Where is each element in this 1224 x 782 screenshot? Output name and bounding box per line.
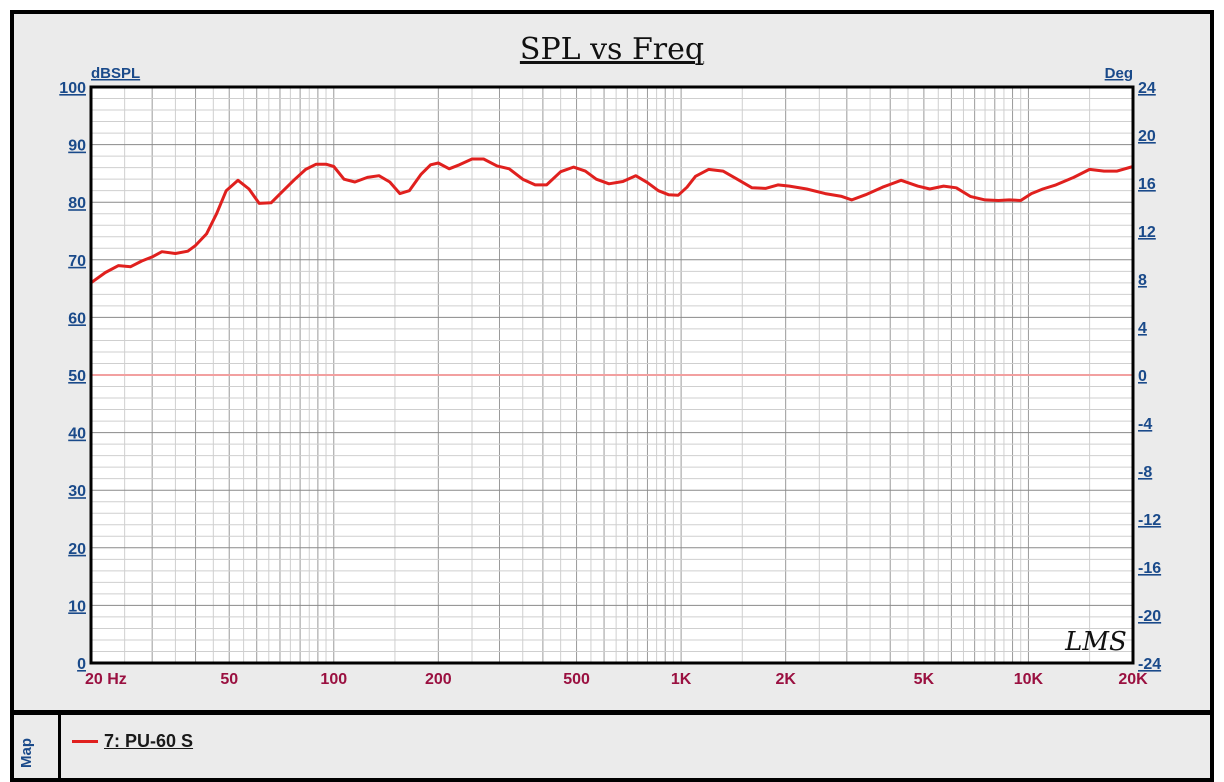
y2-tick-label: 0 [1138,368,1147,385]
legend-item-label[interactable]: 7: PU-60 S [104,731,194,751]
chart-title: SPL vs Freq [520,32,704,67]
y2-tick-label: 20 [1138,128,1156,145]
x-tick-label: 1K [671,671,692,688]
y2-tick-label: -24 [1138,656,1161,673]
panel-divider [10,710,1214,715]
map-tab-label[interactable]: Map [18,738,35,768]
x-tick-label: 5K [914,671,935,688]
y-tick-label: 80 [68,195,86,212]
y-tick-label: 90 [68,138,86,155]
series-line-spl [89,157,1135,285]
series-layer [89,157,1135,376]
y2-tick-label: -20 [1138,608,1161,625]
y2-tick-label: 8 [1138,272,1147,289]
y-tick-label: 0 [77,656,86,673]
x-tick-label: 20 Hz [85,671,127,688]
y2-tick-label: -4 [1138,416,1152,433]
y2-tick-label: 24 [1138,80,1156,97]
y-tick-label: 10 [68,598,86,615]
x-tick-label: 20K [1118,671,1148,688]
x-tick-label: 100 [320,671,347,688]
y2-tick-label: 12 [1138,224,1156,241]
x-tick-label: 500 [563,671,590,688]
y-tick-label: 20 [68,541,86,558]
y2-tick-labels: -24 -20 -16 -12 -8 -4 0 4 8 12 16 20 24 [1138,80,1161,673]
y2-tick-label: 4 [1138,320,1147,337]
plot-border [89,85,1135,665]
x-tick-label: 10K [1014,671,1044,688]
x-tick-labels: 20 Hz 50 100 200 500 1K 2K 5K 10K 20K [85,671,1148,688]
y-tick-labels: 0 10 20 30 40 50 60 70 80 90 100 [59,80,86,673]
y-tick-label: 30 [68,483,86,500]
y-axis-label: dBSPL [91,65,140,82]
y2-tick-label: -12 [1138,512,1161,529]
y-tick-label: 60 [68,310,86,327]
map-divider [58,715,61,782]
y-tick-label: 40 [68,426,86,443]
y2-tick-label: -8 [1138,464,1152,481]
x-tick-label: 200 [425,671,452,688]
legend-swatch [72,740,98,743]
y2-tick-label: 16 [1138,176,1156,193]
lms-logo: LMS [1064,627,1127,657]
y2-tick-label: -16 [1138,560,1161,577]
y-tick-label: 70 [68,253,86,270]
y-tick-label: 100 [59,80,86,97]
y2-axis-label: Deg [1105,65,1133,82]
x-tick-label: 2K [775,671,796,688]
y-tick-label: 50 [68,368,86,385]
x-tick-label: 50 [220,671,238,688]
